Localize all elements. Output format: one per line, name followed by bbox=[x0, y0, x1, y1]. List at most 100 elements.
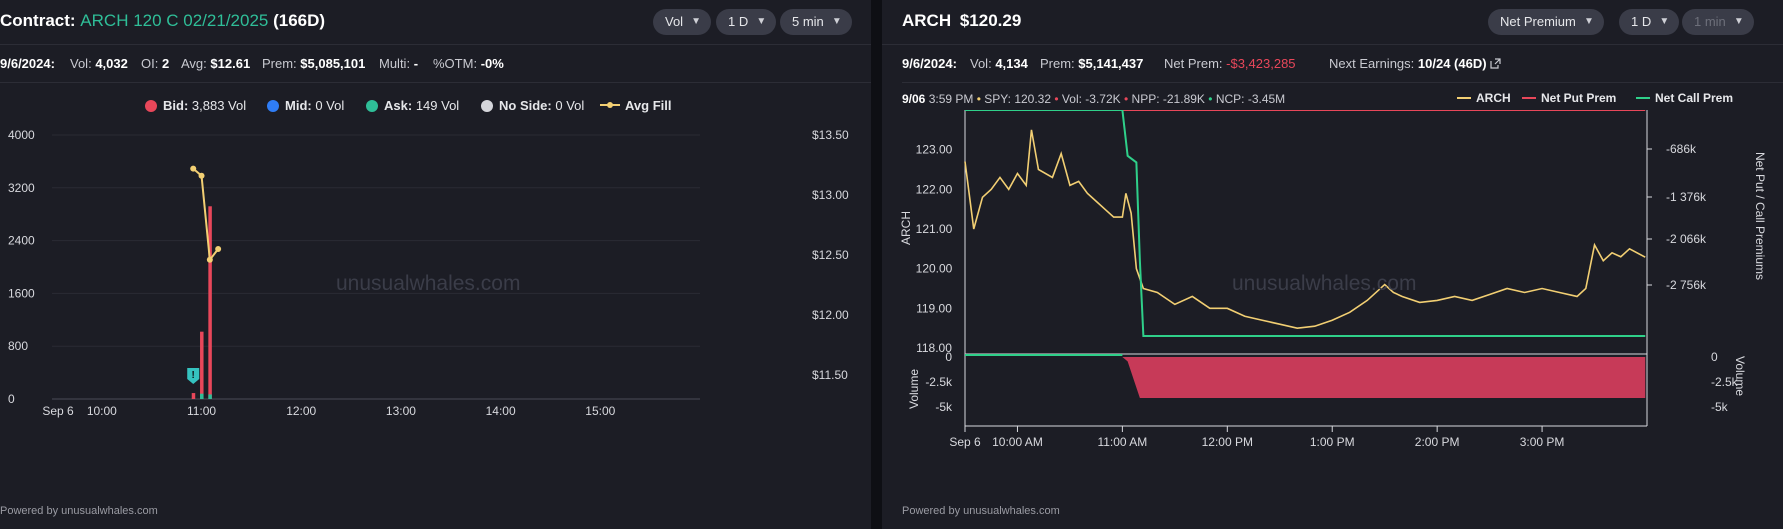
x-tick-label: 13:00 bbox=[386, 404, 416, 418]
y2-tick-label: -686k bbox=[1666, 142, 1697, 156]
avg-fill-point bbox=[198, 172, 205, 179]
volume-tick-label: -2.5k bbox=[1711, 375, 1739, 389]
volume-tick-label: 0 bbox=[1711, 350, 1718, 364]
avg-fill-point bbox=[190, 165, 197, 172]
y2-tick-label: $11.50 bbox=[812, 368, 848, 382]
ticker-panel: ARCH $120.29 Net Premium ▼ 1 D ▼ 1 min ▼ 9/… bbox=[882, 0, 1783, 529]
x-tick-label: 12:00 PM bbox=[1202, 435, 1253, 449]
info-ncp: -3.45M bbox=[1247, 92, 1286, 106]
contract-volume-chart[interactable]: 4000 3200 2400 1600 800 0 $13.50 $13.00 $12.50 $1… bbox=[0, 118, 871, 483]
net-call-line-icon bbox=[1636, 97, 1650, 99]
contract-title: Contract: ARCH 120 C 02/21/2025 (166D) bbox=[0, 11, 325, 31]
x-tick-label: 10:00 bbox=[87, 404, 117, 418]
range-dropdown[interactable]: 1 D ▼ bbox=[716, 9, 777, 35]
ask-volume-bar bbox=[200, 393, 204, 399]
legend-net-call-prem[interactable]: Net Call Prem bbox=[1636, 91, 1733, 105]
chevron-down-icon: ▼ bbox=[756, 16, 767, 27]
y-tick-label: 2400 bbox=[8, 234, 35, 248]
y2-tick-label: -2 066k bbox=[1666, 232, 1707, 246]
x-tick-label: 3:00 PM bbox=[1520, 435, 1565, 449]
x-tick-label: 15:00 bbox=[585, 404, 615, 418]
contract-title-prefix: Contract: bbox=[0, 11, 76, 30]
arch-line-icon bbox=[1457, 97, 1471, 99]
x-tick-label: Sep 6 bbox=[949, 435, 981, 449]
external-link-icon[interactable] bbox=[1490, 58, 1501, 69]
y-tick-label: 119.00 bbox=[916, 301, 952, 315]
powered-by-footer[interactable]: Powered by unusualwhales.com bbox=[0, 505, 158, 517]
range-dropdown-label: 1 D bbox=[728, 14, 749, 29]
stats-vol: Vol: 4,134 bbox=[970, 56, 1028, 71]
info-npp: -21.89K bbox=[1162, 92, 1205, 106]
y2-tick-label: $13.50 bbox=[812, 128, 849, 142]
stats-oi: OI: 2 bbox=[141, 56, 170, 71]
watermark: unusualwhales.com bbox=[336, 272, 521, 295]
y2-tick-label: $12.00 bbox=[812, 308, 849, 322]
legend-net-put-prem[interactable]: Net Put Prem bbox=[1522, 91, 1616, 105]
info-spy: 120.32 bbox=[1014, 92, 1052, 106]
chevron-down-icon: ▼ bbox=[1583, 16, 1594, 27]
x-tick-label: 14:00 bbox=[486, 404, 516, 418]
legend-mid[interactable]: Mid: 0 Vol bbox=[267, 98, 344, 113]
stats-date: 9/6/2024: bbox=[902, 56, 957, 71]
arch-line bbox=[964, 129, 1646, 329]
chevron-down-icon: ▼ bbox=[1733, 16, 1744, 27]
interval-dropdown-label: 1 min bbox=[1694, 14, 1726, 29]
metric-dropdown[interactable]: Net Premium ▼ bbox=[1488, 9, 1604, 35]
legend-ask[interactable]: Ask: 149 Vol bbox=[366, 98, 459, 113]
ask-volume-bar bbox=[208, 394, 212, 399]
range-dropdown-label: 1 D bbox=[1631, 14, 1652, 29]
bid-dot-icon bbox=[145, 100, 157, 112]
net-call-prem-line bbox=[965, 110, 1646, 337]
contract-legend: Bid: 3,883 Vol Mid: 0 Vol Ask: 149 Vol N… bbox=[145, 98, 705, 116]
x-tick-label: 10:00 AM bbox=[992, 435, 1043, 449]
watermark: unusualwhales.com bbox=[1232, 272, 1417, 295]
range-dropdown[interactable]: 1 D ▼ bbox=[1619, 9, 1680, 35]
legend-avg-fill[interactable]: Avg Fill bbox=[600, 98, 671, 113]
ticker-legend: ARCH Net Put Prem Net Call Prem bbox=[1457, 91, 1777, 109]
y-tick-label: 3200 bbox=[8, 181, 35, 195]
stats-vol: Vol: 4,032 bbox=[70, 56, 128, 71]
interval-dropdown[interactable]: 5 min ▼ bbox=[780, 9, 852, 35]
net-put-line-icon bbox=[1522, 97, 1536, 99]
stats-otm: %OTM: -0% bbox=[433, 56, 504, 71]
volume-tick-label: -5k bbox=[1711, 400, 1729, 414]
y-tick-label: 800 bbox=[8, 339, 28, 353]
volume-area bbox=[965, 357, 1646, 398]
volume-tick-label: -5k bbox=[935, 400, 953, 414]
x-tick-label: Sep 6 bbox=[42, 404, 74, 418]
y-tick-label: 120.00 bbox=[916, 262, 953, 276]
ticker-price: $120.29 bbox=[959, 11, 1022, 30]
interval-dropdown-label: 5 min bbox=[792, 14, 824, 29]
chevron-down-icon: ▼ bbox=[1659, 16, 1670, 27]
ticker-header: ARCH $120.29 Net Premium ▼ 1 D ▼ 1 min ▼ bbox=[882, 0, 1783, 45]
metric-dropdown[interactable]: Vol ▼ bbox=[653, 9, 712, 35]
info-time: 3:59 PM bbox=[928, 92, 974, 106]
contract-symbol-link[interactable]: ARCH 120 C 02/21/2025 bbox=[80, 11, 269, 30]
y-tick-label: 122.00 bbox=[916, 182, 953, 196]
ticker-premium-chart[interactable]: 123.00 122.00 121.00 120.00 119.00 118.00 ARCH… bbox=[882, 110, 1783, 495]
avg-fill-line bbox=[192, 167, 219, 263]
ticker-stats-bar: 9/6/2024: Vol: 4,134 Prem: $5,141,437 Ne… bbox=[902, 44, 1783, 83]
y2-axis-title: Net Put / Call Premiums bbox=[1753, 152, 1767, 280]
legend-arch[interactable]: ARCH bbox=[1457, 91, 1511, 105]
mid-dot-icon bbox=[267, 100, 279, 112]
interval-dropdown[interactable]: 1 min ▼ bbox=[1682, 9, 1754, 35]
legend-no-side[interactable]: No Side: 0 Vol bbox=[481, 98, 584, 113]
y-tick-label: 0 bbox=[8, 392, 15, 406]
flag-marker-icon bbox=[187, 368, 200, 384]
y2-tick-label: $13.00 bbox=[812, 188, 849, 202]
ticker-title: ARCH $120.29 bbox=[902, 11, 1021, 31]
y-axis-title: ARCH bbox=[899, 211, 913, 245]
info-vol: -3.72K bbox=[1085, 92, 1121, 106]
x-tick-label: 11:00 bbox=[187, 404, 216, 418]
metric-dropdown-label: Net Premium bbox=[1500, 14, 1576, 29]
no-side-dot-icon bbox=[481, 100, 493, 112]
y2-tick-label: -2 756k bbox=[1666, 278, 1707, 292]
ticker-symbol[interactable]: ARCH bbox=[902, 11, 952, 30]
chevron-down-icon: ▼ bbox=[831, 16, 842, 27]
legend-bid[interactable]: Bid: 3,883 Vol bbox=[145, 98, 246, 113]
powered-by-footer[interactable]: Powered by unusualwhales.com bbox=[902, 505, 1060, 517]
stats-date: 9/6/2024: bbox=[0, 56, 55, 71]
info-date: 9/06 bbox=[902, 92, 926, 106]
contract-stats-bar: 9/6/2024: Vol: 4,032 OI: 2 Avg: $12.61 P… bbox=[0, 44, 871, 83]
